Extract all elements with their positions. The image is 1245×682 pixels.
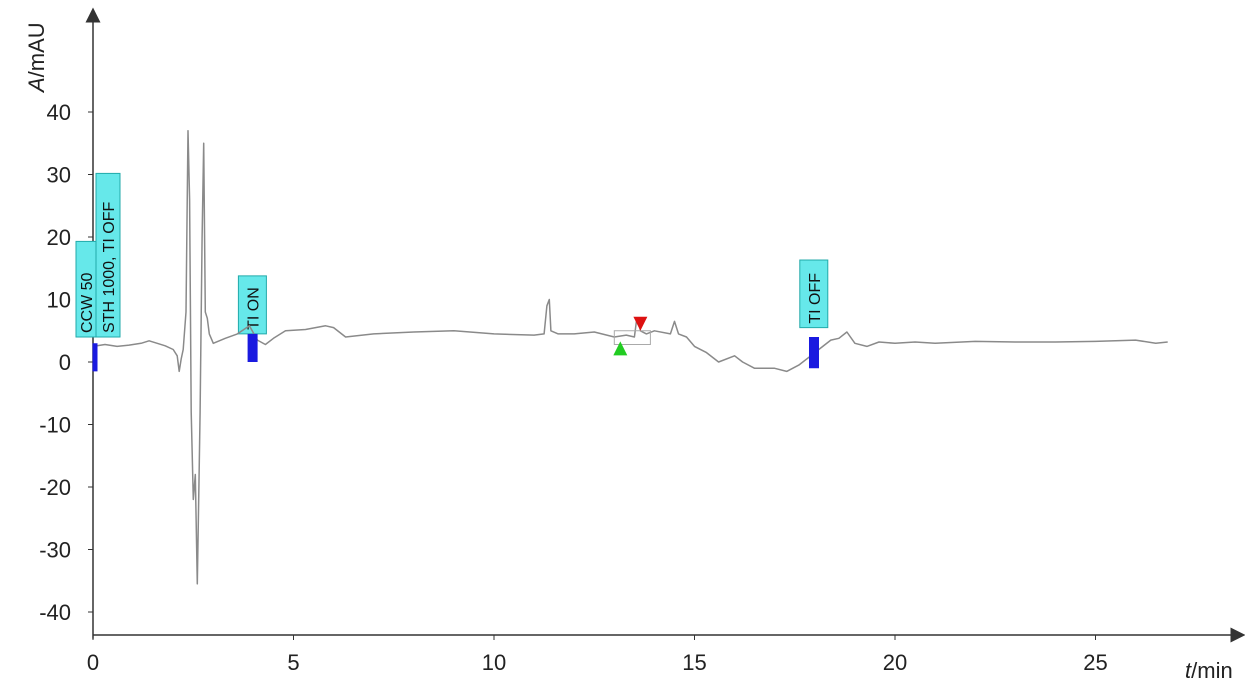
- event-bar: [808, 337, 819, 369]
- x-tick-label: 0: [87, 650, 99, 675]
- event-label-text: TI OFF: [807, 273, 824, 324]
- series-group: [92, 130, 1168, 585]
- y-axis-label: A/mAU: [24, 22, 49, 94]
- y-tick-label: 0: [59, 350, 71, 375]
- event-label: CCW 50 STH 1000, TI OFF: [75, 172, 121, 338]
- y-tick-label: -30: [39, 538, 71, 563]
- y-tick-label: 20: [47, 225, 71, 250]
- axes: 40 30 20 10 0 -10 -20 -30 -40 0 5 10 15 20 25 A/mAU t/mi…: [24, 7, 1245, 682]
- peak-start-marker: [613, 341, 628, 356]
- peak-end-marker: [633, 316, 648, 331]
- event-label: TI OFF: [799, 259, 829, 329]
- y-tick-label: 30: [47, 163, 71, 188]
- series-line: [92, 130, 1168, 585]
- x-tick-label: 10: [482, 650, 506, 675]
- x-tick-label: 5: [287, 650, 299, 675]
- x-tick-label: 25: [1083, 650, 1107, 675]
- y-tick-label: -10: [39, 413, 71, 438]
- annotations-markers: [92, 316, 819, 372]
- y-tick-label: 40: [47, 100, 71, 125]
- y-tick-label: 10: [47, 288, 71, 313]
- event-label-text: TI ON: [245, 287, 262, 330]
- event-label-text: STH 1000, TI OFF: [101, 201, 118, 333]
- event-label: TI ON: [237, 275, 267, 335]
- y-tick-label: -20: [39, 475, 71, 500]
- event-bar: [247, 333, 258, 362]
- annotations-labels: CCW 50 STH 1000, TI OFF TI ON TI OFF: [75, 172, 829, 338]
- x-axis-label: t/min: [1185, 658, 1233, 682]
- integration-box: [613, 330, 651, 345]
- event-bar: [92, 343, 98, 372]
- x-tick-label: 20: [883, 650, 907, 675]
- y-tick-label: -40: [39, 600, 71, 625]
- x-tick-label: 15: [682, 650, 706, 675]
- event-label-text: CCW 50: [79, 272, 96, 333]
